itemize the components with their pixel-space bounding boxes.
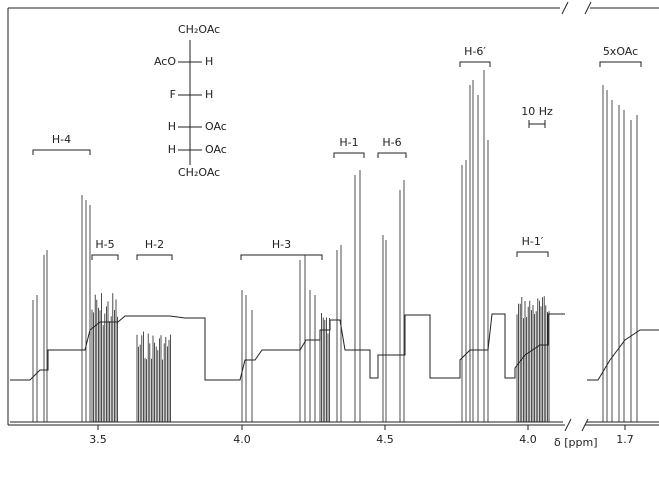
structure-formula: CH₂OAc AcO H F H H OAc H OAc CH₂OAc [154,23,227,179]
x-tick-label: 1.7 [616,433,634,446]
bracket [32,149,91,155]
integral-curve [587,329,659,381]
bracket [377,152,407,158]
multiplet-label: 5xOAc [603,45,638,58]
frame [7,1,659,432]
bracket [459,61,491,67]
scale-bar [528,120,546,128]
structure-right: OAc [205,120,227,133]
integral-curve [10,313,565,381]
x-tick-label: 4.5 [376,433,394,446]
multiplet-label: H-2 [145,238,164,251]
multiplet-label: H-6 [382,136,401,149]
bracket [599,61,642,67]
structure-left: H [168,120,176,133]
structure-bottom: CH₂OAc [178,166,220,179]
structure-right: H [205,55,213,68]
multiplet-label: H-1 [339,136,358,149]
structure-right: OAc [205,143,227,156]
multiplet-label: H-6′ [464,45,486,58]
multiplet-label: H-5 [95,238,114,251]
structure-right: H [205,88,213,101]
structure-left: H [168,143,176,156]
bracket [240,254,323,260]
structure-left: F [170,88,176,101]
x-tick-label: 3.5 [89,433,107,446]
x-tick-label: 4.0 [233,433,251,446]
multiplet-label: H-4 [52,133,71,146]
x-tick-label: 4.0 [519,433,537,446]
multiplet-label: H-3 [272,238,291,251]
structure-left: AcO [154,55,176,68]
axis-label: δ [ppm] [554,436,598,449]
bracket [136,254,173,260]
bracket [91,254,119,260]
bracket [516,251,549,257]
bracket [333,152,365,158]
multiplet-label: H-1′ [522,235,544,248]
scale-label: 10 Hz [521,105,553,118]
structure-top: CH₂OAc [178,23,220,36]
